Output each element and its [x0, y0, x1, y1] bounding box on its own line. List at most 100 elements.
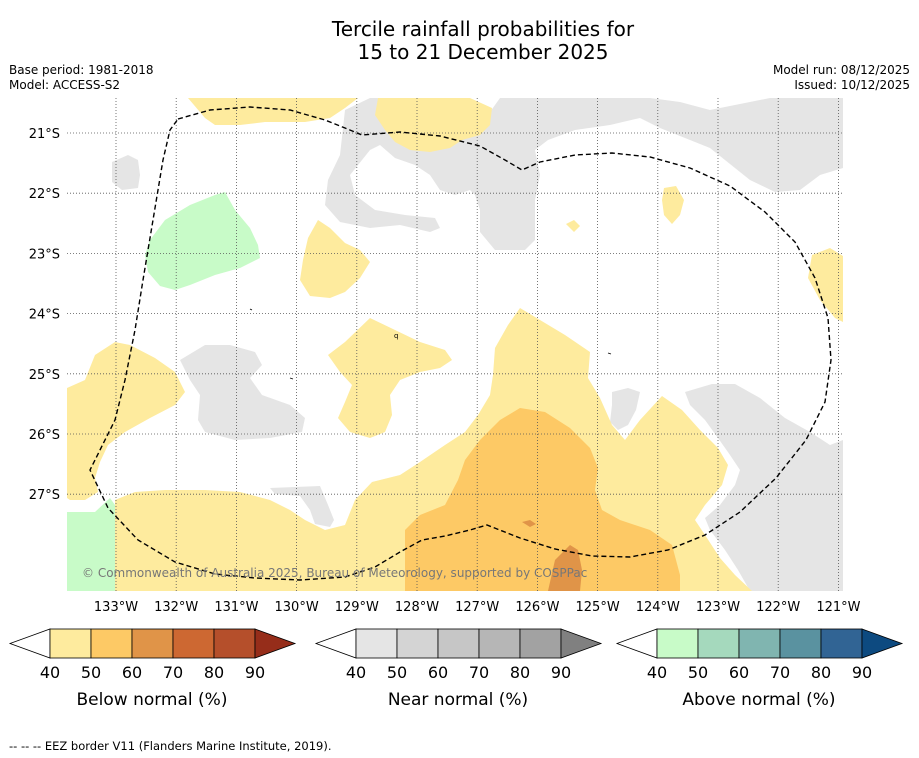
colorbar-tick-label: 50 [81, 663, 101, 682]
colorbar-segment [656, 628, 699, 659]
below-normal-area-small-northeast [662, 186, 684, 224]
eez-border [89, 106, 832, 581]
below-normal-area-west-edge [67, 342, 185, 500]
lon-label: 122°W [756, 600, 800, 615]
lon-label: 124°W [636, 600, 680, 615]
colorbar-tick-label: 70 [770, 663, 790, 682]
near-normal-area-small-south [270, 486, 334, 527]
near-normal-area-small-west [112, 155, 140, 190]
below-normal-area-north-central [375, 98, 492, 152]
near-normal-area-central-west [180, 345, 305, 440]
colorbar-title: Above normal (%) [682, 690, 835, 710]
lon-label: 131°W [214, 600, 258, 615]
colorbar-title: Near normal (%) [388, 690, 528, 710]
colorbar-tick-label: 40 [647, 663, 667, 682]
colorbar-tick-label: 50 [387, 663, 407, 682]
copyright-text: © Commonwealth of Australia 2025, Bureau… [82, 566, 587, 580]
colorbar-segment [172, 628, 215, 659]
colorbar-right-extension [254, 628, 297, 659]
lon-label: 130°W [275, 600, 319, 615]
colorbar-left-extension [314, 628, 357, 659]
colorbar-segment [131, 628, 174, 659]
colorbar-tick-label: 90 [245, 663, 265, 682]
near-normal-area-small-east [610, 388, 640, 430]
map-figure: © Commonwealth of Australia 2025, Bureau… [29, 98, 861, 615]
above-normal-area-north [145, 192, 260, 290]
meta-left: Base period: 1981-2018 Model: ACCESS-S2 [9, 63, 154, 93]
colorbar-segment [396, 628, 439, 659]
island-speck-1 [249, 308, 253, 311]
colorbar-right-extension [560, 628, 603, 659]
island-speck-3 [607, 352, 612, 355]
title-line-1: Tercile rainfall probabilities for [331, 17, 635, 41]
lat-label: 24°S [29, 308, 60, 323]
colorbar-tick-label: 50 [688, 663, 708, 682]
colorbar-tick-label: 80 [510, 663, 530, 682]
below-normal-area-50 [405, 408, 680, 591]
lon-label: 126°W [515, 600, 559, 615]
lon-label: 121°W [816, 600, 860, 615]
footnote: -- -- -- EEZ border V11 (Flanders Marine… [9, 739, 332, 753]
colorbar-segment [213, 628, 256, 659]
colorbar-tick-label: 80 [204, 663, 224, 682]
below-normal-area-central-small [328, 318, 452, 438]
lat-label: 26°S [29, 428, 60, 443]
lon-label: 123°W [696, 600, 740, 615]
colorbar-segment [820, 628, 863, 659]
below-normal-area-60-dot [522, 520, 536, 527]
latitude-labels: 21°S 22°S 23°S 24°S 25°S 26°S 27°S [29, 127, 60, 503]
lon-label: 128°W [395, 600, 439, 615]
colorbar-tick-label: 80 [811, 663, 831, 682]
below-normal-area-north [188, 98, 358, 125]
issued-text: Issued: 10/12/2025 [794, 78, 910, 92]
colorbar-left-extension [615, 628, 658, 659]
colorbar-tick-label: 60 [729, 663, 749, 682]
lon-label: 125°W [576, 600, 620, 615]
colorbar-segment [355, 628, 398, 659]
meta-right: Model run: 08/12/2025 Issued: 10/12/2025 [773, 63, 910, 93]
colorbar-below-normal: 40 50 60 70 80 90 Below normal (%) [8, 628, 297, 710]
below-normal-area-central [300, 220, 370, 298]
lon-label: 129°W [335, 600, 379, 615]
colorbar-tick-label: 60 [122, 663, 142, 682]
below-normal-area-east-edge [808, 248, 843, 322]
colorbar-tick-label: 60 [428, 663, 448, 682]
lat-label: 21°S [29, 127, 60, 142]
title-line-2: 15 to 21 December 2025 [357, 40, 609, 64]
map-field: © Commonwealth of Australia 2025, Bureau… [67, 98, 843, 591]
gridlines [67, 98, 843, 591]
colorbar-segment [90, 628, 133, 659]
colorbar-segment [738, 628, 781, 659]
lat-label: 27°S [29, 488, 60, 503]
colorbar-tick-label: 70 [163, 663, 183, 682]
base-period-text: Base period: 1981-2018 [9, 63, 154, 77]
colorbar-segment [779, 628, 822, 659]
colorbar-near-normal: 40 50 60 70 80 90 Near normal (%) [314, 628, 603, 710]
lat-label: 25°S [29, 368, 60, 383]
model-run-text: Model run: 08/12/2025 [772, 63, 910, 77]
colorbar-segment [437, 628, 480, 659]
colorbars: 40 50 60 70 80 90 Below normal (%) 40 50 60 70 80 9… [8, 628, 904, 710]
colorbar-right-extension [861, 628, 904, 659]
island-speck-2 [289, 377, 294, 380]
near-normal-area-east [685, 384, 843, 591]
colorbar-tick-label: 90 [852, 663, 872, 682]
colorbar-above-normal: 40 50 60 70 80 90 Above normal (%) [615, 628, 904, 710]
colorbar-tick-label: 40 [40, 663, 60, 682]
colorbar-segment [49, 628, 92, 659]
colorbar-segment [697, 628, 740, 659]
lon-label: 127°W [455, 600, 499, 615]
colorbar-title: Below normal (%) [77, 690, 228, 710]
colorbar-tick-label: 90 [551, 663, 571, 682]
island-label: q [394, 332, 398, 340]
model-text: Model: ACCESS-S2 [9, 78, 121, 92]
lon-label: 133°W [94, 600, 138, 615]
colorbar-tick-label: 40 [346, 663, 366, 682]
lat-label: 23°S [29, 247, 60, 262]
map-title: Tercile rainfall probabilities for 15 to… [0, 18, 919, 64]
lon-label: 132°W [154, 600, 198, 615]
lat-label: 22°S [29, 187, 60, 202]
colorbar-segment [478, 628, 521, 659]
colorbar-segment [519, 628, 562, 659]
colorbar-tick-label: 70 [469, 663, 489, 682]
